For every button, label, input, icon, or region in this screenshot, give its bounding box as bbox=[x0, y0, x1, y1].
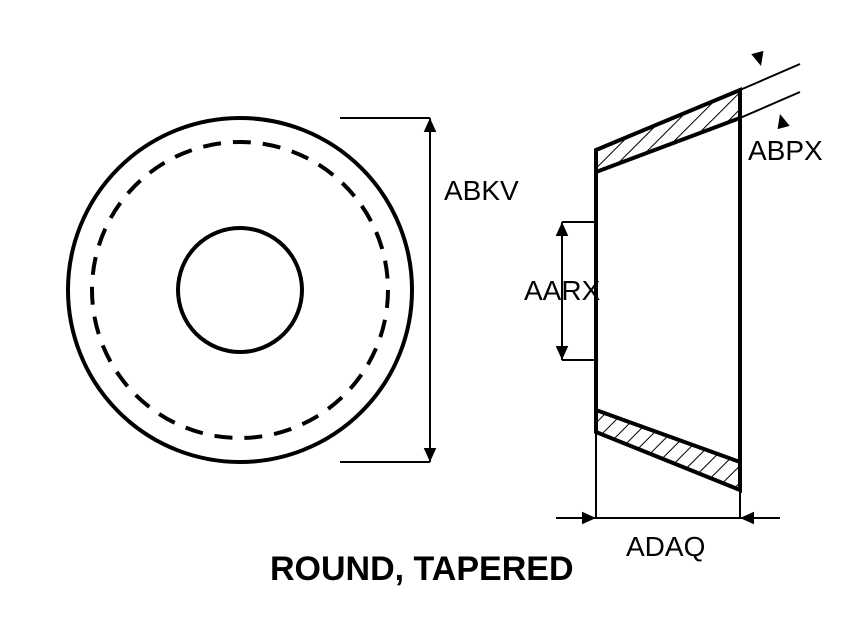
label-abkv: ABKV bbox=[444, 175, 519, 206]
label-aarx: AARX bbox=[524, 275, 601, 306]
title: ROUND, TAPERED bbox=[270, 550, 574, 588]
label-abpx: ABPX bbox=[748, 135, 823, 166]
label-adaq: ADAQ bbox=[626, 531, 705, 562]
